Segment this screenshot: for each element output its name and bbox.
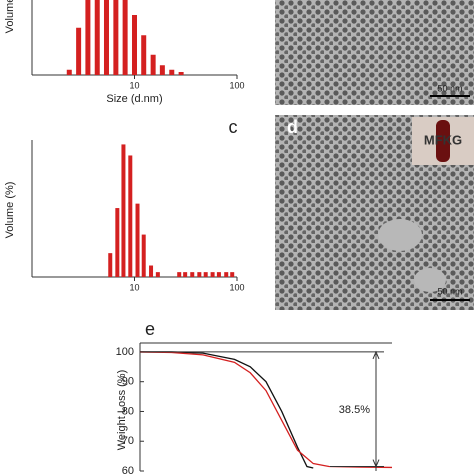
y-tick-label: 70: [122, 435, 134, 447]
blank-area: [378, 219, 422, 251]
x-tick-label: 100: [229, 80, 244, 90]
bar: [203, 272, 208, 277]
x-tick-label: 10: [129, 80, 139, 90]
x-axis-label: Size (d.nm): [106, 93, 162, 105]
panel-label: e: [145, 319, 155, 339]
bar: [177, 272, 182, 277]
bar: [132, 15, 137, 75]
bar: [121, 144, 126, 277]
scale-label: 50 nm: [437, 83, 462, 93]
bar: [183, 272, 188, 277]
bar: [149, 265, 154, 277]
bar: [169, 69, 175, 75]
line: [140, 351, 314, 469]
vial: [436, 120, 450, 162]
bar: [103, 0, 109, 75]
y-tick-label: 100: [116, 346, 134, 358]
panel-label: d: [287, 117, 298, 137]
bar: [155, 272, 160, 277]
bar: [230, 272, 235, 277]
bar: [159, 65, 165, 75]
bar: [113, 0, 119, 75]
bar: [141, 234, 146, 277]
y-tick-label: 80: [122, 405, 134, 417]
bar: [224, 272, 229, 277]
bar: [178, 72, 184, 75]
bar: [115, 208, 120, 277]
y-axis-label: Volume: [4, 0, 16, 33]
annotation: 38.5%: [339, 404, 370, 416]
bar: [85, 0, 91, 75]
arrow-head: [372, 350, 380, 360]
bar: [135, 203, 140, 277]
bar: [94, 0, 100, 75]
bar: [66, 69, 72, 75]
bar: [216, 272, 221, 277]
arrow-head: [372, 459, 380, 468]
scale-label: 50 nm: [437, 286, 462, 296]
tem-image: [275, 0, 474, 105]
bar: [197, 272, 202, 277]
x-tick-label: 10: [129, 282, 139, 292]
inset-text: MFKG: [424, 132, 462, 147]
bar: [108, 253, 113, 277]
bar: [141, 35, 147, 75]
blank-area: [414, 268, 446, 292]
y-tick-label: 90: [122, 376, 134, 388]
bar: [76, 27, 82, 75]
panel-label: c: [229, 117, 238, 137]
y-axis-label: Volume (%): [4, 182, 16, 239]
bar: [210, 272, 215, 277]
bar: [128, 155, 133, 277]
y-axis-label: Weight Loss (%): [116, 370, 128, 451]
x-tick-label: 100: [229, 282, 244, 292]
bar: [150, 54, 156, 75]
bar: [190, 272, 195, 277]
y-tick-label: 60: [122, 465, 134, 474]
bar: [122, 0, 128, 75]
